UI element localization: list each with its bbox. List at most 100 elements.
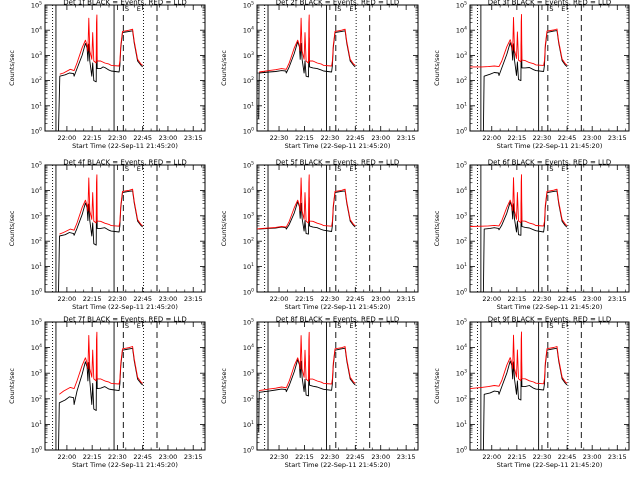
x-tick-label: 22:30 — [321, 295, 340, 303]
panel-title: Det 2f BLACK = Events, RED = LLD — [276, 0, 399, 7]
y-tick-label: 102 — [243, 76, 254, 85]
x-tick-label: 22:45 — [346, 295, 365, 303]
y-tick-label: 105 — [456, 318, 467, 327]
panel-title: Det 4f BLACK = Events, RED = LLD — [63, 159, 186, 167]
marker-label-e: E — [137, 5, 141, 13]
x-tick-label: 23:00 — [159, 295, 178, 303]
x-tick-label: 22:15 — [83, 134, 102, 142]
x-tick-label: 22:30 — [533, 453, 552, 461]
y-axis-label: Counts/sec — [220, 50, 228, 86]
marker-label-s: S — [337, 322, 341, 330]
x-tick-label: 22:00 — [482, 453, 501, 461]
x-tick-label: 22:15 — [295, 295, 314, 303]
series-events-line — [58, 347, 143, 450]
panel-det-2: Det 2f BLACK = Events, RED = LLD Counts/s… — [220, 0, 419, 150]
marker-label-e: E — [561, 165, 565, 173]
y-tick-label: 100 — [243, 127, 254, 136]
panel-title: Det 6f BLACK = Events, RED = LLD — [488, 159, 611, 167]
x-tick-label: 22:15 — [83, 453, 102, 461]
panel-det-9: Det 9f BLACK = Events, RED = LLD Counts/s… — [433, 316, 630, 469]
x-axis-title: Start Time (22-Sep-11 21:45:20) — [497, 142, 603, 150]
y-tick-label: 103 — [456, 369, 467, 378]
marker-label-s: S — [337, 5, 341, 13]
y-axis-label: Counts/sec — [8, 210, 16, 246]
x-tick-label: 22:15 — [295, 134, 314, 142]
x-tick-label: 22:45 — [558, 134, 577, 142]
marker-label-e: E — [137, 322, 141, 330]
x-tick-label: 23:00 — [371, 295, 390, 303]
plot-frame — [469, 4, 630, 132]
x-axis-title: Start Time (22-Sep-11 21:45:20) — [497, 303, 603, 311]
plot-frame — [469, 164, 630, 293]
series-events-line — [58, 30, 143, 131]
x-tick-label: 22:30 — [108, 295, 127, 303]
x-tick-label: 23:00 — [159, 134, 178, 142]
y-tick-label: 105 — [243, 318, 254, 327]
y-tick-label: 104 — [243, 186, 254, 195]
marker-label-e: E — [561, 5, 565, 13]
panel-det-1: Det 1f BLACK = Events, RED = LLD Counts/s… — [8, 0, 206, 150]
y-axis-label: Counts/sec — [433, 50, 441, 86]
marker-label-e: E — [349, 322, 353, 330]
y-tick-label: 101 — [456, 262, 467, 271]
y-tick-label: 102 — [456, 237, 467, 246]
marker-label-e: E — [349, 5, 353, 13]
x-tick-label: 22:45 — [346, 134, 365, 142]
x-tick-label: 22:00 — [58, 134, 77, 142]
x-tick-label: 22:45 — [558, 295, 577, 303]
y-tick-label: 103 — [31, 51, 42, 60]
x-tick-label: 22:30 — [108, 134, 127, 142]
y-tick-label: 101 — [31, 262, 42, 271]
y-tick-label: 101 — [243, 420, 254, 429]
plot-frame — [469, 321, 630, 451]
series-lld-line — [59, 174, 143, 235]
x-axis-title: Start Time (22-Sep-11 21:45:20) — [72, 142, 178, 150]
y-tick-label: 100 — [31, 288, 42, 297]
plot-frame — [256, 4, 419, 132]
x-tick-label: 22:30 — [321, 134, 340, 142]
x-tick-label: 22:30 — [321, 453, 340, 461]
y-tick-label: 100 — [456, 288, 467, 297]
x-tick-label: 23:15 — [608, 295, 627, 303]
y-tick-label: 101 — [31, 420, 42, 429]
x-tick-label: 23:00 — [583, 453, 602, 461]
x-tick-label: 23:15 — [184, 134, 203, 142]
marker-label-e: E — [561, 322, 565, 330]
series-lld-line — [257, 174, 356, 230]
x-tick-label: 22:45 — [558, 453, 577, 461]
x-tick-label: 23:00 — [583, 134, 602, 142]
plot-frame — [44, 4, 206, 132]
panel-det-5: Det 5f BLACK = Events, RED = LLD Counts/s… — [220, 159, 419, 311]
y-tick-label: 105 — [243, 1, 254, 10]
x-tick-label: 23:15 — [608, 134, 627, 142]
x-axis-title: Start Time (22-Sep-11 21:45:20) — [285, 142, 391, 150]
series-lld-line — [59, 331, 143, 395]
y-tick-label: 104 — [456, 186, 467, 195]
x-axis-title: Start Time (22-Sep-11 21:45:20) — [72, 303, 178, 311]
panel-det-7: Det 7f BLACK = Events, RED = LLD Counts/s… — [8, 316, 206, 469]
x-tick-label: 22:30 — [533, 134, 552, 142]
y-tick-label: 103 — [31, 211, 42, 220]
x-tick-label: 22:30 — [108, 453, 127, 461]
x-tick-label: 23:15 — [608, 453, 627, 461]
marker-label-e: E — [349, 165, 353, 173]
series-events-line — [258, 30, 356, 120]
y-axis-label: Counts/sec — [433, 368, 441, 404]
x-tick-label: 23:15 — [184, 295, 203, 303]
plot-frame — [256, 164, 419, 293]
y-tick-label: 105 — [31, 318, 42, 327]
y-tick-label: 103 — [243, 369, 254, 378]
y-tick-label: 102 — [243, 394, 254, 403]
x-tick-label: 22:00 — [482, 295, 501, 303]
y-axis-label: Counts/sec — [220, 368, 228, 404]
series-lld-line — [470, 331, 568, 390]
series-events-line — [258, 347, 356, 433]
x-tick-label: 22:00 — [58, 453, 77, 461]
y-tick-label: 104 — [243, 343, 254, 352]
y-tick-label: 103 — [243, 51, 254, 60]
plot-frame — [44, 164, 206, 293]
x-tick-label: 23:00 — [371, 453, 390, 461]
x-axis-title: Start Time (22-Sep-11 21:45:20) — [285, 461, 391, 469]
y-tick-label: 101 — [456, 101, 467, 110]
